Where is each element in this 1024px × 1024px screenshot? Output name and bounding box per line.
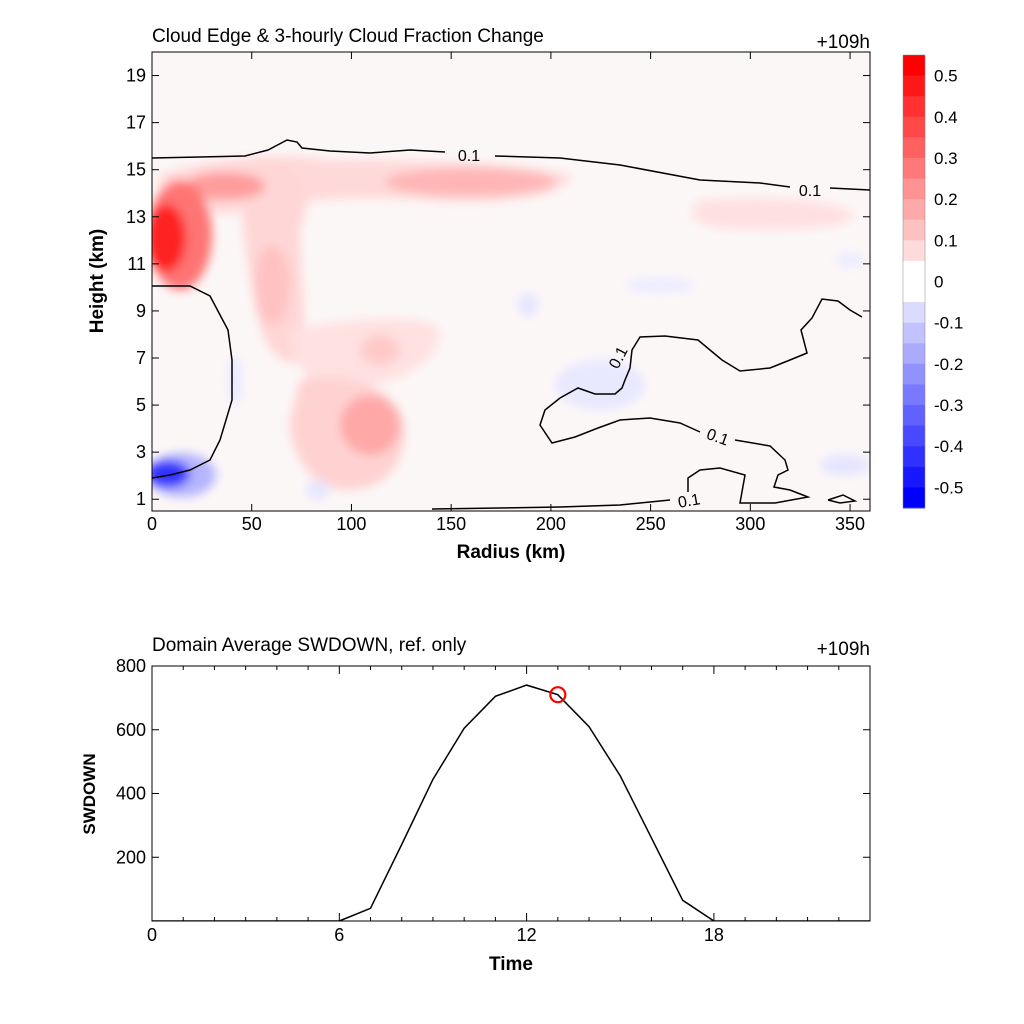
x-tick-label: 200 <box>536 514 566 534</box>
colorbar-tick-label: 0.4 <box>934 108 958 127</box>
colorbar-tick-label: -0.5 <box>934 478 963 497</box>
colorbar-swatch <box>903 425 925 447</box>
bottom-x-axis-label: Time <box>489 954 533 975</box>
bottom-y-axis-label: SWDOWN <box>80 753 99 834</box>
y-tick-label: 15 <box>126 160 146 180</box>
swdown-line <box>152 684 870 921</box>
y-tick-label: 17 <box>126 113 146 133</box>
contour-label: 0.1 <box>458 148 480 165</box>
contour-label: 0.1 <box>799 183 821 200</box>
swdown-series <box>152 684 870 921</box>
top-chart-title: Cloud Edge & 3-hourly Cloud Fraction Cha… <box>152 26 544 47</box>
colorbar-tick-label: -0.4 <box>934 437 963 456</box>
colorbar-swatch <box>903 302 925 324</box>
y-tick-label: 19 <box>126 66 146 86</box>
x-tick-label: 0 <box>147 514 157 534</box>
bottom-time-label: +109h <box>817 639 870 660</box>
colorbar-swatch <box>903 405 925 427</box>
y-tick-label: 5 <box>136 395 146 415</box>
contour-label: 0.1 <box>704 426 731 450</box>
colorbar-tick-label: -0.3 <box>934 396 963 415</box>
colorbar-swatch <box>903 55 925 77</box>
x-tick-label: 300 <box>735 514 765 534</box>
contour-label: 0.1 <box>677 491 702 512</box>
colorbar-swatch <box>903 199 925 221</box>
y-tick-label: 3 <box>136 442 146 462</box>
colorbar-swatch <box>903 363 925 385</box>
colorbar-swatch <box>903 281 925 303</box>
swdown-panel: Domain Average SWDOWN, ref. only +109h 0… <box>80 635 871 975</box>
y-tick-label: 13 <box>126 207 146 227</box>
colorbar-swatch <box>903 466 925 488</box>
colorbar-swatch <box>903 240 925 262</box>
bottom-chart-title: Domain Average SWDOWN, ref. only <box>152 635 467 656</box>
current-time-marker <box>549 686 567 704</box>
top-y-axis-label: Height (km) <box>87 229 108 334</box>
colorbar-frame <box>902 54 926 509</box>
y-tick-label: 200 <box>116 847 146 867</box>
colorbar-swatch <box>903 446 925 468</box>
colorbar-tick-label: 0.2 <box>934 190 958 209</box>
colorbar-tick-label: 0 <box>934 273 943 292</box>
top-x-axis-label: Radius (km) <box>457 542 566 563</box>
colorbar-tick-label: 0.5 <box>934 67 958 86</box>
contour-lines <box>152 139 870 510</box>
x-tick-label: 0 <box>147 925 157 945</box>
y-tick-label: 800 <box>116 656 146 676</box>
colorbar-tick-label: 0.3 <box>934 149 958 168</box>
x-tick-label: 100 <box>336 514 366 534</box>
colorbar-tick-label: -0.1 <box>934 314 963 333</box>
top-time-label: +109h <box>817 32 870 53</box>
colorbar-tick-label: 0.1 <box>934 231 958 250</box>
bottom-plot-frame <box>151 665 871 922</box>
x-tick-label: 250 <box>636 514 666 534</box>
colorbar-swatch <box>903 137 925 159</box>
contour-inner-left <box>152 285 233 479</box>
colorbar-swatch <box>903 157 925 180</box>
colorbar-swatch <box>903 219 925 241</box>
colorbar-tick-label: -0.2 <box>934 355 963 374</box>
colorbar-swatch <box>903 487 925 509</box>
contour-small-right <box>827 494 858 504</box>
y-tick-label: 11 <box>127 254 146 274</box>
x-tick-label: 6 <box>334 925 344 945</box>
colorbar-swatch <box>903 343 925 365</box>
y-tick-label: 400 <box>116 784 146 804</box>
colorbar: 0.5 0.4 0.3 0.2 0.1 0 -0.1 -0.2 -0.3 -0.4 -0.5 <box>902 54 963 509</box>
top-plot-frame <box>151 51 871 512</box>
x-tick-label: 350 <box>835 514 865 534</box>
contour-bottom <box>431 499 671 510</box>
colorbar-swatch <box>903 384 925 406</box>
colorbar-swatch <box>903 260 925 282</box>
colorbar-swatch <box>903 116 925 138</box>
contour-right-region <box>539 298 863 504</box>
colorbar-swatch <box>903 75 925 97</box>
y-tick-label: 7 <box>136 348 146 368</box>
colorbar-swatch <box>903 96 925 118</box>
cloud-fraction-field: 0.1 0.1 0.1 0.1 0.1 <box>152 52 870 512</box>
x-tick-label: 150 <box>436 514 466 534</box>
contour-upper <box>152 139 870 191</box>
colorbar-swatch <box>903 178 925 200</box>
y-tick-label: 1 <box>136 489 146 509</box>
x-tick-label: 12 <box>517 925 537 945</box>
y-tick-label: 600 <box>116 720 146 740</box>
x-tick-label: 50 <box>242 514 262 534</box>
bottom-axes: 0 6 12 18 200 400 600 800 <box>116 656 871 945</box>
colorbar-swatch <box>903 322 925 344</box>
y-tick-label: 9 <box>136 301 146 321</box>
cloud-fraction-panel: Cloud Edge & 3-hourly Cloud Fraction Cha… <box>87 26 963 563</box>
x-tick-label: 18 <box>704 925 724 945</box>
